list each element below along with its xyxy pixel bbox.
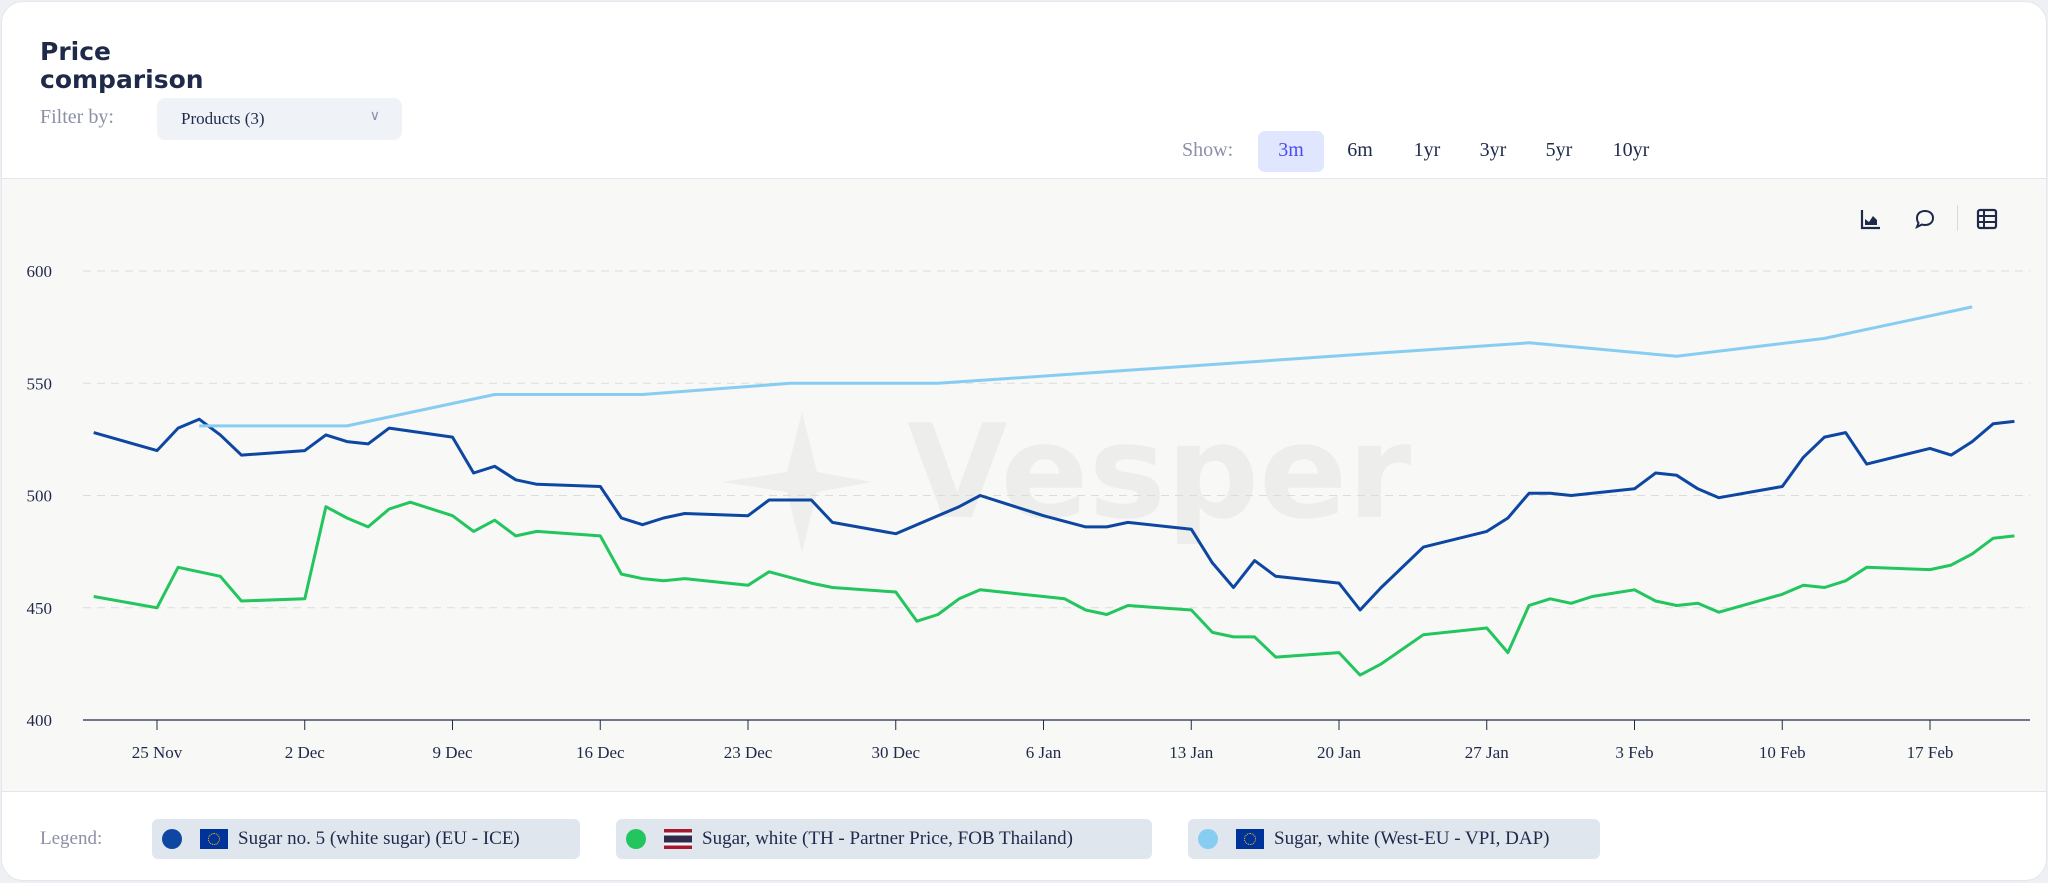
x-tick-label: 25 Nov [132, 743, 183, 762]
legend-item-sugar-white-th[interactable]: Sugar, white (TH - Partner Price, FOB Th… [616, 819, 1152, 859]
y-tick-label: 500 [27, 487, 53, 506]
range-10yr-button[interactable]: 10yr [1612, 139, 1650, 161]
x-tick-label: 27 Jan [1465, 743, 1509, 762]
series-dot-icon [162, 829, 182, 849]
products-filter-dropdown[interactable]: Products (3) ∨ [157, 98, 402, 140]
range-6m-button[interactable]: 6m [1347, 139, 1373, 161]
range-3yr-button[interactable]: 3yr [1479, 139, 1507, 161]
chart-area [2, 178, 2046, 792]
show-label: Show: [1182, 139, 1234, 161]
table-icon[interactable] [1974, 206, 2000, 232]
eu-flag-icon [200, 829, 228, 849]
page-title: Price comparison [40, 37, 204, 94]
svg-text:Vesper: Vesper [907, 396, 1411, 548]
legend-item-label: Sugar, white (TH - Partner Price, FOB Th… [702, 828, 1073, 849]
x-tick-label: 13 Jan [1169, 743, 1213, 762]
y-tick-label: 600 [27, 262, 53, 281]
x-tick-label: 2 Dec [285, 743, 326, 762]
range-5yr-button[interactable]: 5yr [1545, 139, 1573, 161]
y-tick-label: 450 [27, 599, 53, 618]
comment-icon[interactable] [1912, 206, 1938, 232]
legend-label: Legend: [40, 828, 103, 849]
series-line-2 [93, 500, 2015, 677]
x-tick-label: 20 Jan [1317, 743, 1361, 762]
chart-icon[interactable] [1858, 206, 1884, 232]
x-tick-label: 30 Dec [871, 743, 920, 762]
y-tick-label: 550 [27, 374, 53, 393]
x-tick-label: 10 Feb [1759, 743, 1806, 762]
series-dot-icon [1198, 829, 1218, 849]
eu-flag-icon [1236, 829, 1264, 849]
thailand-flag-icon [664, 829, 692, 849]
legend-item-label: Sugar, white (West-EU - VPI, DAP) [1274, 828, 1550, 849]
series-line-3 [199, 305, 1973, 428]
x-tick-label: 23 Dec [724, 743, 773, 762]
dropdown-value: Products (3) [181, 109, 265, 128]
x-tick-label: 16 Dec [576, 743, 625, 762]
x-tick-label: 6 Jan [1026, 743, 1062, 762]
legend-item-label: Sugar no. 5 (white sugar) (EU - ICE) [238, 828, 520, 849]
x-tick-label: 17 Feb [1907, 743, 1954, 762]
series-dot-icon [626, 829, 646, 849]
x-tick-label: 3 Feb [1615, 743, 1653, 762]
filter-label: Filter by: [40, 106, 114, 128]
chevron-down-icon: ∨ [369, 109, 380, 124]
range-1yr-button[interactable]: 1yr [1413, 139, 1441, 161]
range-3m-button[interactable]: 3m [1258, 131, 1324, 172]
legend-item-sugar-no5[interactable]: Sugar no. 5 (white sugar) (EU - ICE) [152, 819, 580, 859]
vesper-watermark: Vesper [722, 396, 1411, 552]
legend-item-sugar-white-west-eu[interactable]: Sugar, white (West-EU - VPI, DAP) [1188, 819, 1600, 859]
y-tick-label: 400 [27, 711, 53, 730]
x-tick-label: 9 Dec [432, 743, 473, 762]
toolbar-divider [1957, 205, 1958, 231]
series-line-1 [93, 417, 2015, 612]
